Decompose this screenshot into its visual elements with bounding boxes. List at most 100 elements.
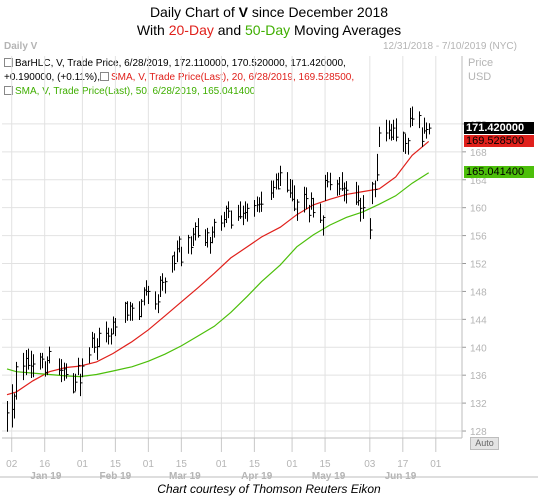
ohlc-bar	[7, 401, 10, 432]
auto-scale-button[interactable]: Auto	[470, 437, 499, 450]
x-tick-label: 01	[77, 459, 89, 470]
y-tick-label: 140	[470, 343, 487, 354]
price-axis-label: Price	[468, 57, 494, 69]
chart-title: Daily Chart of V since December 2018	[149, 4, 389, 20]
ohlc-bar	[360, 197, 363, 222]
ohlc-bar	[294, 185, 297, 212]
last-price-tag: 171.420000	[464, 121, 534, 134]
ohlc-bar	[42, 352, 45, 369]
ohlc-bar	[403, 131, 406, 152]
chart-header-date-range: 12/31/2018 - 7/10/2019 (NYC)	[383, 41, 517, 52]
y-tick-label: 128	[470, 427, 487, 438]
ohlc-bar	[313, 197, 316, 218]
chart-subtitle: With 20-Day and 50-Day Moving Averages	[136, 22, 402, 38]
ohlc-bar	[422, 127, 425, 147]
ohlc-bar	[94, 333, 97, 353]
ohlc-bar	[231, 210, 234, 229]
ohlc-bar	[66, 363, 69, 379]
ohlc-bar	[141, 299, 144, 318]
x-tick-label: 15	[110, 459, 122, 470]
ohlc-bar	[33, 354, 36, 378]
ohlc-bar	[132, 303, 135, 321]
ohlc-bar	[158, 294, 161, 314]
ohlc-bar	[78, 357, 81, 376]
ticker-label: V	[238, 4, 248, 20]
ohlc-bar	[82, 358, 85, 378]
ohlc-bar	[372, 181, 375, 205]
x-tick-label: 15	[249, 459, 261, 470]
ohlc-bar	[195, 222, 198, 241]
ohlc-bar	[287, 172, 290, 193]
y-tick-label: 168	[470, 148, 487, 159]
ohlc-bar	[309, 204, 312, 223]
sma20-line	[6, 140, 430, 396]
y-tick-label: 148	[470, 287, 487, 298]
ohlc-bar	[429, 123, 432, 135]
x-tick-label: 02	[6, 459, 18, 470]
ohlc-bar	[377, 153, 380, 182]
ohlc-bar	[412, 106, 415, 127]
sma20-title-label: 20-Day	[168, 22, 214, 38]
ohlc-bar	[115, 317, 118, 337]
ohlc-bar	[330, 172, 333, 191]
ohlc-bar	[370, 218, 373, 240]
ohlc-bar	[16, 361, 19, 400]
ohlc-bar	[408, 137, 411, 155]
ohlc-bar	[49, 346, 52, 364]
currency-label: USD	[468, 71, 492, 83]
ohlc-bar	[127, 301, 130, 321]
ohlc-bar	[396, 118, 399, 142]
ohlc-bar	[228, 201, 231, 219]
legend-ohlc: BarHLC, V, Trade Price, 6/28/2019, 172.1…	[4, 58, 346, 69]
y-tick-label: 136	[470, 371, 487, 382]
ohlc-bar	[191, 236, 194, 255]
x-tick-label: 01	[216, 459, 228, 470]
ohlc-bar	[426, 122, 429, 139]
y-tick-label: 144	[470, 315, 487, 326]
sma50-title-label: 50-Day	[245, 22, 291, 38]
ohlc-bar	[148, 285, 151, 304]
ohlc-bar	[23, 352, 26, 381]
ohlc-bar	[28, 348, 31, 370]
ohlc-bar	[306, 187, 309, 210]
x-tick-label: 01	[143, 459, 155, 470]
ohlc-bar	[108, 327, 111, 345]
ohlc-bar	[346, 181, 349, 204]
ohlc-bar	[75, 373, 78, 392]
ohlc-bar	[273, 180, 276, 198]
ohlc-bar	[188, 234, 191, 254]
y-tick-label: 160	[470, 204, 487, 215]
legend-sma50: SMA, V, Trade Price(Last), 50, 6/28/2019…	[4, 86, 255, 97]
ohlc-bar	[89, 347, 92, 364]
x-tick-label: 15	[176, 459, 188, 470]
ohlc-bar	[339, 176, 342, 196]
x-tick-label: 15	[320, 459, 332, 470]
ohlc-bar	[198, 218, 201, 238]
ohlc-bar	[99, 327, 102, 348]
y-tick-label: 164	[470, 176, 487, 187]
x-tick-label: 17	[397, 459, 409, 470]
chart-header-symbol: Daily V	[4, 41, 38, 52]
ohlc-bar	[379, 126, 382, 147]
ohlc-bar	[73, 373, 76, 394]
ohlc-bar	[174, 251, 177, 271]
ohlc-bar	[155, 291, 158, 310]
ohlc-bar	[297, 199, 300, 221]
ohlc-bar	[386, 119, 389, 142]
legend-box-icon[interactable]	[100, 72, 109, 81]
y-tick-label: 156	[470, 232, 487, 243]
x-tick-label: 16	[39, 459, 51, 470]
ohlc-bar	[80, 373, 83, 397]
ohlc-bar	[254, 199, 257, 217]
x-tick-label: 01	[430, 459, 442, 470]
ohlc-bar	[207, 227, 210, 248]
ohlc-bar	[393, 119, 396, 140]
ohlc-bar	[278, 172, 281, 190]
legend-sma20: +0.190000, (+0.11%), SMA, V, Trade Price(…	[4, 72, 355, 83]
sma20-price-tag: 169.528500	[464, 135, 534, 148]
ohlc-bar	[165, 277, 168, 294]
legend-box-icon[interactable]	[4, 86, 13, 95]
ohlc-bar	[405, 133, 408, 154]
legend-box-icon[interactable]	[4, 58, 13, 67]
